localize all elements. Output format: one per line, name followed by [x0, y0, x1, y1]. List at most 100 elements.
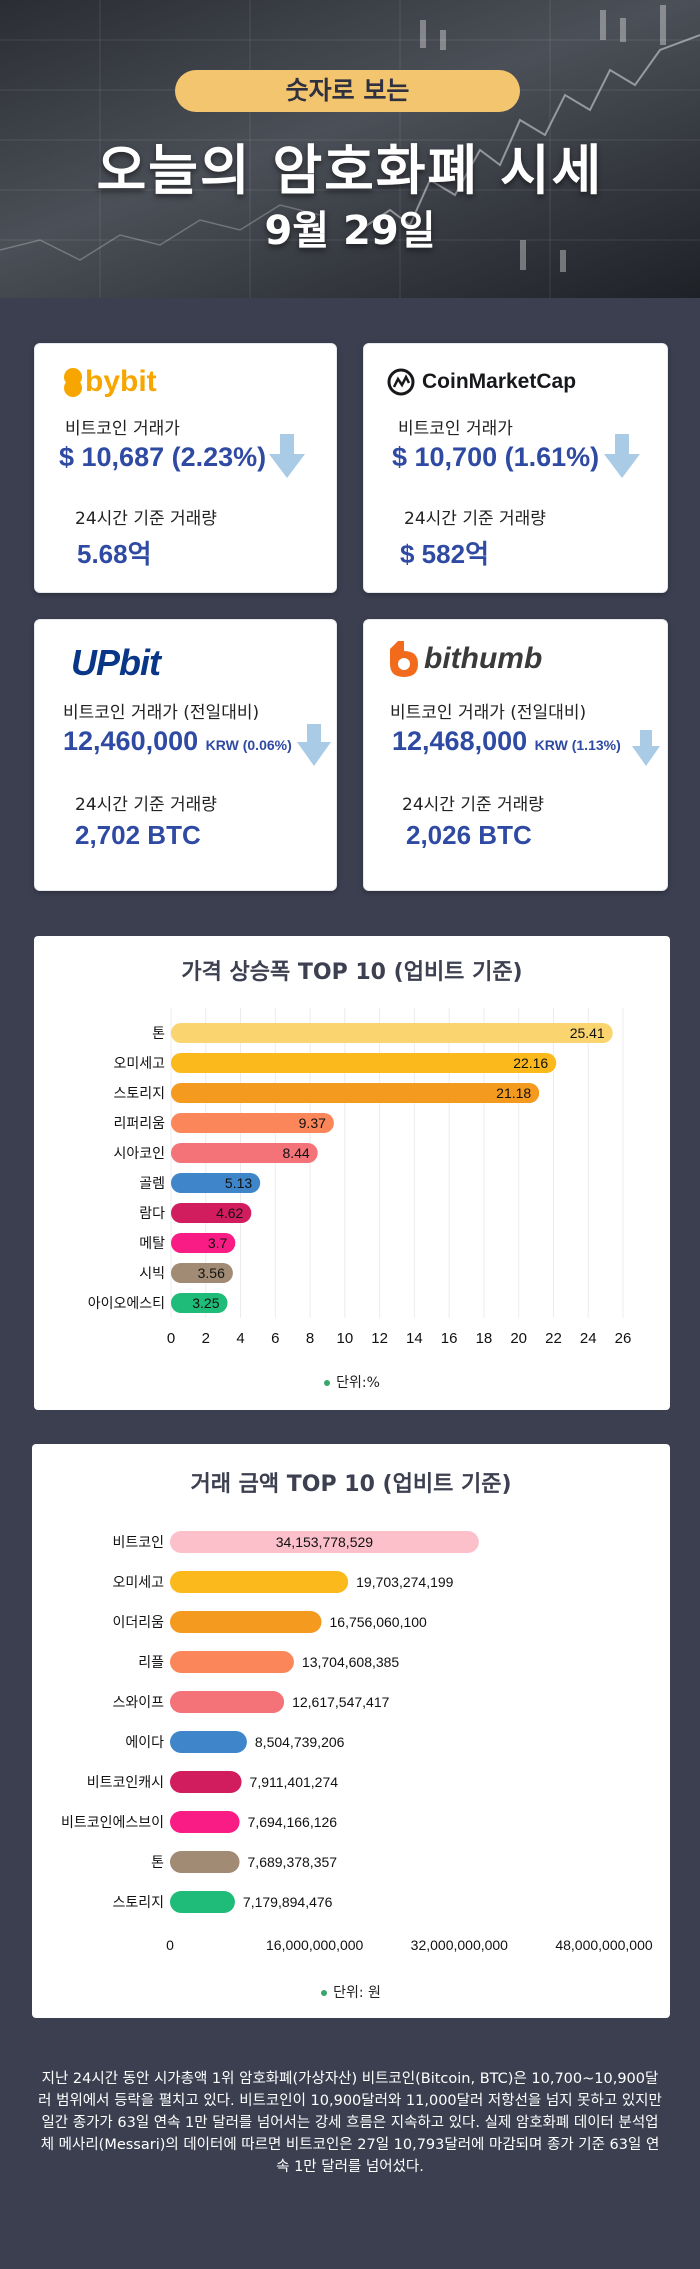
category-label: 스와이프	[112, 1695, 164, 1711]
bybit-logo-text: bybit	[85, 365, 157, 398]
trade-volume-chart-card: 거래 금액 TOP 10 (업비트 기준) 0 16,000,000,000 32,…	[32, 1444, 670, 2018]
x-tick-label: 16	[441, 1330, 458, 1347]
cmc-price-label: 비트코인 거래가	[398, 419, 513, 439]
bithumb-price: 12,468,000	[392, 726, 528, 756]
bar	[171, 1293, 228, 1313]
x-tick-label: 2	[202, 1330, 210, 1347]
category-label: 에이다	[125, 1735, 164, 1751]
bybit-card: bybit 비트코인 거래가 $ 10,687 (2.23%) 24시간 기준 …	[34, 343, 337, 593]
bithumb-card: bithumb 비트코인 거래가 (전일대비) 12,468,000 KRW (…	[363, 619, 668, 891]
category-label: 골렘	[139, 1176, 165, 1192]
x-tick-label: 48,000,000,000	[555, 1937, 653, 1953]
bar	[170, 1891, 235, 1913]
x-tick-label: 20	[510, 1330, 527, 1347]
bithumb-volume-label: 24시간 기준 거래량	[402, 795, 544, 815]
chart-title: 가격 상승폭 TOP 10 (업비트 기준)	[181, 960, 523, 985]
value-label: 4.62	[216, 1205, 243, 1221]
value-label: 7,911,401,274	[250, 1774, 339, 1790]
bithumb-price-unit: KRW (1.13%)	[534, 737, 621, 753]
category-label: 비트코인캐시	[87, 1775, 164, 1791]
value-label: 5.13	[225, 1175, 252, 1191]
bar	[170, 1731, 247, 1753]
value-label: 13,704,608,385	[302, 1654, 400, 1670]
bybit-price-label: 비트코인 거래가	[65, 419, 180, 439]
upbit-price-label: 비트코인 거래가 (전일대비)	[63, 703, 260, 723]
chart-title: 거래 금액 TOP 10 (업비트 기준)	[190, 1472, 512, 1497]
upbit-volume: 2,702 BTC	[75, 820, 201, 850]
value-label: 8,504,739,206	[255, 1734, 345, 1750]
value-label: 7,179,894,476	[243, 1894, 333, 1910]
article-text: 지난 24시간 동안 시가총액 1위 암호화폐(가상자산) 비트코인(Bitco…	[38, 2071, 662, 2175]
x-tick-label: 8	[306, 1330, 314, 1347]
category-label: 아이오에스티	[88, 1296, 165, 1312]
category-label: 비트코인	[112, 1535, 164, 1551]
category-label: 비트코인에스브이	[61, 1815, 164, 1831]
bar	[171, 1173, 261, 1193]
category-label: 메탈	[139, 1236, 165, 1252]
bybit-volume: 5.68억	[77, 539, 152, 569]
x-tick-label: 14	[406, 1330, 423, 1347]
bybit-logo: bybit	[63, 362, 157, 402]
bybit-logo-icon	[64, 368, 82, 397]
cmc-volume: $ 582억	[400, 539, 489, 569]
x-tick-label: 4	[236, 1330, 244, 1347]
x-tick-label: 24	[580, 1330, 597, 1347]
stock-chart-background	[0, 0, 700, 298]
category-label: 람다	[139, 1206, 165, 1222]
x-tick-label: 22	[545, 1330, 562, 1347]
bar	[171, 1203, 252, 1223]
value-label: 8.44	[282, 1145, 309, 1161]
bar	[171, 1233, 236, 1253]
category-label: 톤	[151, 1855, 164, 1871]
bar	[171, 1113, 334, 1133]
upbit-logo-text: UPbit	[71, 642, 161, 683]
category-label: 톤	[152, 1026, 165, 1042]
value-label: 3.7	[208, 1235, 228, 1251]
bithumb-logo-icon	[390, 641, 418, 677]
category-label: 리플	[138, 1655, 164, 1671]
trade-volume-chart: 0 16,000,000,000 32,000,000,000 48,000,000,…	[61, 1531, 653, 1953]
category-label: 스토리지	[113, 1086, 165, 1102]
bar	[170, 1771, 242, 1793]
upbit-volume-label: 24시간 기준 거래량	[75, 795, 217, 815]
x-tick-label: 0	[166, 1937, 174, 1953]
bybit-price: $ 10,687 (2.23%)	[59, 442, 267, 472]
value-label: 19,703,274,199	[356, 1574, 454, 1590]
coinmarketcap-logo-icon	[387, 368, 415, 396]
upbit-card: UPbit 비트코인 거래가 (전일대비) 12,460,000 KRW (0.…	[34, 619, 337, 891]
bithumb-price-row: 12,468,000 KRW (1.13%)	[392, 726, 621, 757]
bar	[171, 1053, 557, 1073]
bithumb-logo: bithumb	[388, 638, 542, 680]
cmc-price: $ 10,700 (1.61%)	[392, 442, 600, 472]
value-label: 3.56	[198, 1265, 225, 1281]
value-label: 7,689,378,357	[248, 1854, 338, 1870]
bar	[170, 1531, 479, 1553]
x-tick-label: 16,000,000,000	[266, 1937, 364, 1953]
bar	[170, 1611, 322, 1633]
x-tick-label: 18	[476, 1330, 493, 1347]
cmc-volume-label: 24시간 기준 거래량	[404, 509, 546, 529]
upbit-price-unit: KRW (0.06%)	[205, 737, 292, 753]
x-tick-label: 6	[271, 1330, 279, 1347]
bithumb-logo-text: bithumb	[424, 642, 543, 675]
bar	[170, 1691, 285, 1713]
x-tick-label: 26	[615, 1330, 632, 1347]
legend-dot	[321, 1990, 328, 1996]
category-label: 시아코인	[113, 1146, 165, 1162]
down-arrow-icon	[604, 434, 640, 478]
coinmarketcap-logo-text: CoinMarketCap	[422, 370, 577, 393]
value-label: 34,153,778,529	[276, 1534, 374, 1550]
coinmarketcap-card: CoinMarketCap 비트코인 거래가 $ 10,700 (1.61%) …	[363, 343, 668, 593]
bithumb-price-label: 비트코인 거래가 (전일대비)	[390, 703, 587, 723]
upbit-price-row: 12,460,000 KRW (0.06%)	[63, 726, 292, 757]
down-arrow-icon	[297, 724, 331, 766]
value-label: 16,756,060,100	[330, 1614, 428, 1630]
category-label: 오미세고	[112, 1575, 164, 1591]
upbit-logo: UPbit	[71, 642, 161, 684]
bybit-volume-label: 24시간 기준 거래량	[75, 509, 217, 529]
legend-label: 단위:%	[336, 1375, 380, 1391]
value-label: 3.25	[192, 1295, 219, 1311]
coinmarketcap-logo: CoinMarketCap	[386, 362, 576, 402]
bar	[171, 1143, 318, 1163]
